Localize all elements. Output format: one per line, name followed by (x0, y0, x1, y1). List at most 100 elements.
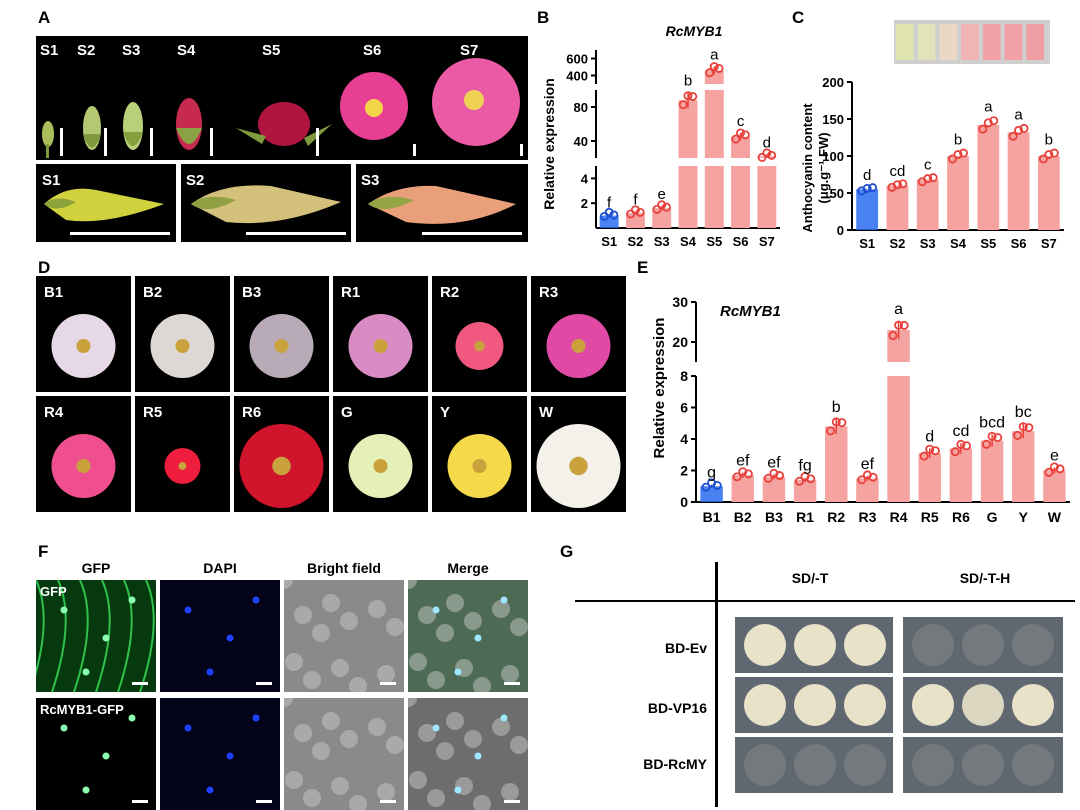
significance-letter-R2: b (832, 399, 841, 416)
y-tick-label: 4 (680, 431, 688, 447)
data-point (826, 426, 836, 436)
data-point (953, 150, 963, 160)
x-tick-label-S3: S3 (654, 234, 670, 249)
data-point (661, 202, 671, 212)
divider-vertical (715, 562, 718, 807)
bar-Y (1012, 431, 1035, 502)
bar-R5 (918, 453, 941, 502)
data-point (868, 183, 878, 193)
cultivar-label-b3: B3 (242, 284, 262, 301)
bar-R4 (887, 376, 910, 502)
data-point (757, 152, 767, 162)
data-point (705, 68, 715, 78)
cultivar-label-r3: R3 (539, 284, 559, 301)
y-tick-label: 40 (574, 134, 588, 149)
cultivar-photo-r2: R2 (432, 276, 527, 392)
data-point (1019, 123, 1029, 133)
panel-label-c: C (792, 8, 805, 27)
bar-S3 (916, 179, 939, 230)
data-point (712, 480, 722, 490)
significance-letter-S1: f (607, 194, 612, 211)
cultivar-label-r6: R6 (242, 404, 262, 421)
cultivar-photo-b2: B2 (135, 276, 230, 392)
x-tick-label-S5: S5 (706, 234, 722, 249)
scale-bar (104, 128, 107, 156)
panel-f-header: GFP DAPI Bright field Merge (36, 560, 564, 580)
bar-S4 (678, 100, 698, 158)
y-tick-label: 400 (566, 69, 588, 84)
chart-c-anthocyanin: Anthocyanin content (μg.g⁻¹ FW) 0 50 100 15… (800, 20, 1064, 251)
bar-R4 (887, 330, 910, 362)
x-tick-label-S4: S4 (680, 234, 697, 249)
data-point (898, 179, 908, 189)
bar-S5 (704, 70, 724, 84)
y-tick-label: 0 (837, 223, 844, 238)
stage-label-s1: S1 (40, 42, 59, 59)
x-tick-label-S2: S2 (627, 234, 643, 249)
significance-letter-S3: c (924, 157, 932, 174)
y-tick-label: 50 (830, 186, 844, 201)
row-label-bd-vp16: BD-VP16 (647, 700, 707, 716)
panel-label-d: D (38, 258, 51, 277)
row-label-bd-ev: BD-Ev (664, 640, 707, 656)
data-point (688, 91, 698, 101)
plate-1-sd-t (735, 617, 893, 673)
significance-letter-R1: fg (798, 458, 811, 475)
data-point (1013, 430, 1023, 440)
y-tick-label: 200 (822, 75, 844, 90)
data-point (1014, 125, 1024, 135)
panel-label-g: G (560, 542, 574, 561)
col-label-gfp: GFP (81, 560, 111, 576)
chart-b-ylabel: Relative expression (541, 78, 557, 210)
data-point (978, 124, 988, 134)
bar-S2 (886, 185, 909, 230)
col-label-merge: Merge (447, 560, 489, 576)
panel-label-f: F (38, 542, 49, 561)
x-tick-label-B3: B3 (765, 509, 783, 525)
significance-letter-S5: a (710, 46, 719, 63)
data-point (775, 471, 785, 481)
data-point (950, 447, 960, 457)
data-point (678, 100, 688, 110)
microscopy-dapi-row1 (160, 580, 280, 692)
data-point (923, 174, 933, 184)
significance-letter-S2: cd (890, 163, 906, 180)
data-point (1008, 131, 1018, 141)
microscopy-merge-row1 (408, 580, 528, 692)
data-point (1055, 464, 1065, 474)
tube-S4 (961, 24, 979, 60)
microscopy-bright-field-row1 (284, 580, 404, 692)
media-label-sd-t: SD/-T (791, 570, 829, 586)
bar-S7 (757, 166, 777, 228)
cultivar-label-r5: R5 (143, 404, 163, 421)
data-point (857, 475, 867, 485)
microscopy-bright-field-row2 (284, 698, 404, 810)
x-tick-label-R4: R4 (890, 509, 908, 525)
stage-label-s6: S6 (363, 42, 382, 59)
scale-bar (316, 128, 319, 156)
cultivar-photo-r3: R3 (531, 276, 626, 392)
data-point (1038, 154, 1048, 164)
bar-S5 (704, 166, 724, 228)
significance-letter-S3: e (658, 186, 666, 203)
closeup-s2 (181, 164, 351, 242)
tube-S5 (982, 24, 1001, 60)
significance-letter-S7: b (1045, 132, 1053, 149)
significance-letter-R5: d (925, 428, 934, 445)
data-point (1024, 423, 1034, 433)
cultivar-label-r4: R4 (44, 404, 64, 421)
y-tick-label: 4 (581, 171, 589, 186)
stage-label-s5: S5 (262, 42, 281, 59)
cultivar-label-r1: R1 (341, 284, 361, 301)
tube-S3 (939, 24, 958, 60)
bar-S1 (856, 189, 879, 230)
bar-G (980, 440, 1004, 502)
panel-label-e: E (637, 258, 649, 277)
data-point (1044, 150, 1054, 160)
tube-S2 (917, 24, 936, 60)
col-label-bright-field: Bright field (307, 560, 381, 576)
x-tick-label-R3: R3 (858, 509, 876, 525)
cultivar-photo-b1: B1 (36, 276, 131, 392)
bar-S5 (704, 90, 724, 158)
chart-c-ylabel: Anthocyanin content (800, 103, 815, 233)
